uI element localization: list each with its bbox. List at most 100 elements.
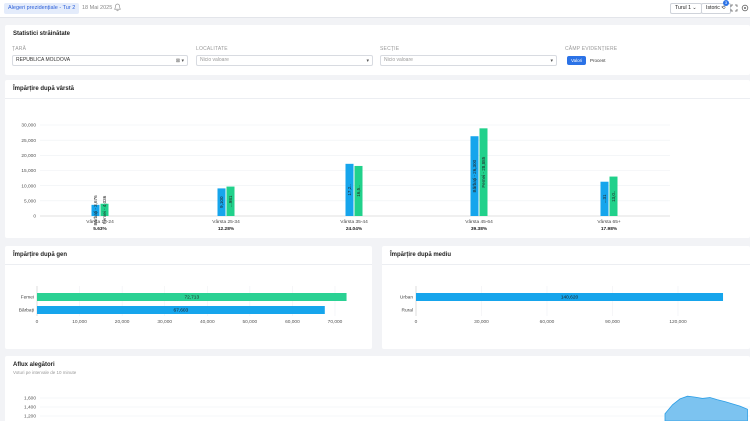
locality-placeholder: Nicio valoare	[200, 57, 229, 63]
locality-select[interactable]: Nicio valoare ▾	[196, 55, 373, 66]
x-tick-label: 70,000	[328, 319, 343, 325]
y-tick-label: Rural	[402, 308, 413, 314]
influx-area	[664, 395, 748, 421]
x-tick-label: 20,000	[115, 319, 130, 325]
medium-chart: 0 30,000 60,000 90,000 120,000 Urban 140,620 Ru…	[400, 286, 724, 325]
y-tick-label: Urban	[400, 295, 413, 301]
filters-title: Statistici străinătate	[13, 31, 71, 37]
history-button[interactable]: Istoric ⟲	[701, 3, 731, 14]
y-tick-label: Femei	[21, 295, 34, 301]
chevron-down-icon: ⊠ ▾	[175, 58, 184, 64]
percentage-label: 39.38%	[471, 226, 488, 232]
x-tick-label: Vârsta 45-64	[465, 219, 493, 225]
influx-subtitle: Voturi pe intervale de 10 minute	[13, 370, 77, 375]
bar-femei	[354, 165, 363, 216]
x-tick-label: 30,000	[474, 319, 489, 325]
section-label: SECȚIE	[380, 46, 400, 52]
round-dropdown[interactable]: Turul 1 ⌄	[670, 3, 702, 14]
y-tick-label: 25,000	[21, 138, 36, 144]
influx-title: Aflux alegători	[13, 362, 55, 368]
y-tick-label: 10,000	[21, 183, 36, 189]
x-tick-label: Vârsta 35-44	[340, 219, 368, 225]
x-tick-label: Vârsta 65+	[597, 219, 621, 225]
percentage-label: 24.04%	[346, 226, 363, 232]
medium-chart-title: Împărțire după mediu	[390, 252, 452, 258]
y-tick-label: 0	[33, 214, 36, 220]
toggle-percent[interactable]: Procent	[590, 58, 606, 63]
toggle-values[interactable]: Valori	[567, 56, 587, 65]
bar-value-label: 140,620	[561, 295, 579, 301]
history-label: Istoric	[706, 5, 720, 11]
country-label: ȚARĂ	[12, 46, 27, 52]
age-chart-card: Împărțire după vârstă	[5, 80, 750, 238]
x-tick-label: 90,000	[605, 319, 620, 325]
history-count-badge: 3	[723, 0, 729, 6]
x-tick-label: 30,000	[157, 319, 172, 325]
bar-femei	[479, 128, 488, 216]
x-tick-label: 10,000	[72, 319, 87, 325]
top-bar: Alegeri prezidențiale - Tur 2 18 Mai 202…	[0, 0, 750, 18]
history-icon: ⟲	[721, 5, 726, 11]
bar	[416, 293, 724, 301]
bar-value-label: 13,0..	[611, 191, 616, 203]
y-tick-label: 5,000	[24, 198, 36, 204]
filters-card: Statistici străinătate	[5, 25, 750, 75]
percentage-label: 17.98%	[601, 226, 618, 232]
bar-value-label: 67,603	[174, 308, 189, 314]
x-tick-label: 0	[36, 319, 39, 325]
bar	[37, 306, 325, 314]
bar-value-label: 9,100	[219, 196, 224, 208]
election-date: 18 Mai 2025	[82, 5, 113, 11]
divider	[382, 264, 750, 265]
influx-card: Aflux alegători Voturi pe intervale de 1…	[5, 356, 750, 421]
x-tick-label: 60,000	[285, 319, 300, 325]
election-chip[interactable]: Alegeri prezidențiale - Tur 2	[4, 3, 80, 14]
bar-bărbați	[217, 188, 226, 216]
chevron-down-icon: ⌄	[692, 5, 697, 11]
y-tick-label: 1,600	[24, 396, 36, 402]
field-label: CÂMP EVIDENȚIERE	[565, 46, 618, 52]
bar-value-label: Femei - 4,036	[102, 195, 107, 224]
fullscreen-icon[interactable]	[730, 4, 738, 12]
country-select[interactable]: REPUBLICA MOLDOVA ⊠ ▾	[12, 55, 188, 66]
chevron-down-icon: ▾	[366, 58, 369, 64]
x-tick-label: 60,000	[540, 319, 555, 325]
bar	[37, 293, 347, 301]
bell-icon[interactable]	[114, 3, 121, 12]
bar-bărbați	[470, 136, 479, 216]
y-tick-label: 1,200	[24, 414, 36, 420]
bar-femei	[226, 186, 235, 216]
locality-label: LOCALITATE	[196, 46, 228, 52]
bar-femei	[100, 203, 109, 216]
x-tick-label: 120,000	[669, 319, 687, 325]
percentage-label: 5.63%	[93, 226, 107, 232]
x-tick-label: Vârsta 25-34	[212, 219, 240, 225]
y-tick-label: 1,400	[24, 405, 36, 411]
influx-chart: 1,600 1,400 1,200	[24, 395, 750, 421]
bar-bărbați	[91, 204, 100, 216]
bar-value-label: 16,5..	[356, 185, 361, 197]
round-label: Turul 1	[675, 5, 691, 11]
x-tick-label: 0	[415, 319, 418, 325]
x-tick-label: 50,000	[243, 319, 258, 325]
bar-value-label: ...981	[228, 195, 233, 207]
gear-icon[interactable]	[741, 4, 749, 12]
age-chart: 0 5,000 10,000 15,000 20,000 25,000 30,000 Bărb…	[21, 123, 670, 232]
section-placeholder: Nicio valoare	[384, 57, 413, 63]
bar-value-label: ...31	[602, 194, 607, 203]
age-chart-title: Împărțire după vârstă	[13, 86, 75, 92]
y-tick-label: Bărbați	[19, 308, 34, 314]
gender-chart: 0 10,000 20,000 30,000 40,000 50,000 60,000 70,…	[19, 286, 347, 325]
bar-bărbați	[345, 163, 354, 216]
y-tick-label: 20,000	[21, 153, 36, 159]
bar-value-label: 17,2..	[347, 184, 352, 196]
bar-value-label: Bărbați - 26,300	[472, 159, 477, 192]
divider	[5, 264, 372, 265]
gender-chart-title: Împărțire după gen	[13, 252, 68, 258]
bar-value-label: 72,713	[184, 295, 199, 301]
bar-value-label: Bărbați - 3,676	[93, 195, 98, 226]
section-select[interactable]: Nicio valoare ▾	[380, 55, 557, 66]
percentage-label: 12.28%	[218, 226, 235, 232]
bar-value-label: Femei - 28,885	[481, 156, 486, 187]
chevron-down-icon: ▾	[550, 58, 553, 64]
